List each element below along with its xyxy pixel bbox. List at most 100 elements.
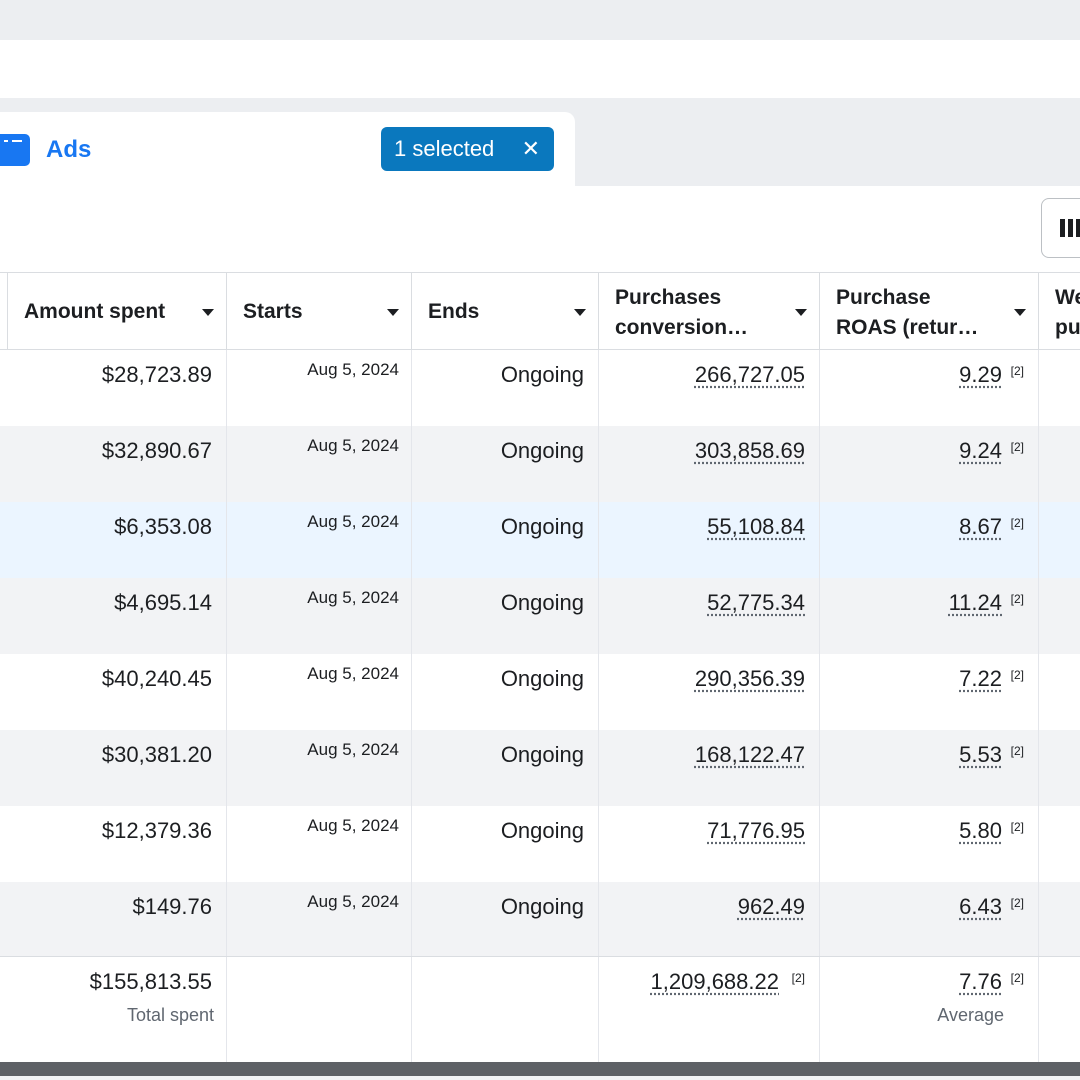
columns-icon-bar [1076, 219, 1080, 237]
total-roas-note: Average [937, 1005, 1004, 1025]
table-row[interactable]: $32,890.67 Aug 5, 2024 Ongoing 303,858.69 9.… [0, 426, 1080, 502]
ends-value: Ongoing [500, 438, 584, 463]
table-row[interactable]: $30,381.20 Aug 5, 2024 Ongoing 168,122.47 5.… [0, 730, 1080, 806]
ends-cell: Ongoing [412, 502, 599, 578]
ends-value: Ongoing [500, 818, 584, 843]
purchases-conversion-value[interactable]: 303,858.69 [694, 438, 805, 463]
starts-cell: Aug 5, 2024 [227, 806, 412, 882]
table-row[interactable]: $4,695.14 Aug 5, 2024 Ongoing 52,775.34 11.2… [0, 578, 1080, 654]
horizontal-scrollbar[interactable] [0, 1062, 1080, 1080]
amount-cell: $28,723.89 [0, 350, 227, 426]
starts-value: Aug 5, 2024 [307, 740, 399, 759]
columns-button[interactable] [1041, 198, 1080, 258]
conversion-cell: 290,356.39 [599, 654, 820, 730]
roas-footnote: [2] [1010, 592, 1024, 606]
column-header-label-line1: Purchases [615, 286, 722, 309]
amount-spent-value: $32,890.67 [101, 438, 212, 463]
top-bar [0, 0, 1080, 40]
total-conversion-cell: 1,209,688.22 [2] [599, 957, 820, 1062]
roas-footnote: [2] [1010, 440, 1024, 454]
purchase-roas-value[interactable]: 9.29 [959, 362, 1002, 387]
roas-cell: 8.67 [2] [820, 502, 1039, 578]
ends-cell: Ongoing [412, 350, 599, 426]
purchase-roas-value[interactable]: 11.24 [948, 590, 1002, 615]
table-row[interactable]: $28,723.89 Aug 5, 2024 Ongoing 266,727.05 9.… [0, 350, 1080, 426]
amount-spent-value: $149.76 [132, 894, 212, 919]
scrollbar-thumb[interactable] [0, 1062, 1080, 1076]
website-purchases-cell [1039, 654, 1080, 730]
ads-tab-icon [0, 134, 30, 166]
roas-footnote: [2] [1010, 516, 1024, 530]
roas-footnote: [2] [1010, 668, 1024, 682]
total-conversion[interactable]: 1,209,688.22 [650, 969, 779, 994]
table-row[interactable]: $149.76 Aug 5, 2024 Ongoing 962.49 6.43 [2] [0, 882, 1080, 958]
column-header-starts[interactable]: Starts [227, 272, 412, 350]
purchases-conversion-value[interactable]: 55,108.84 [707, 514, 805, 539]
columns-icon [1060, 219, 1065, 237]
starts-cell: Aug 5, 2024 [227, 730, 412, 806]
column-header-label-line1: We [1055, 286, 1080, 309]
amount-spent-value: $30,381.20 [101, 742, 212, 767]
total-amount-note: Total spent [126, 1005, 214, 1025]
purchases-conversion-value[interactable]: 71,776.95 [707, 818, 805, 843]
starts-cell: Aug 5, 2024 [227, 502, 412, 578]
roas-cell: 5.80 [2] [820, 806, 1039, 882]
roas-footnote: [2] [1010, 744, 1024, 758]
column-header-website-purchases[interactable]: We pu [1039, 272, 1080, 350]
ends-cell: Ongoing [412, 426, 599, 502]
conversion-cell: 55,108.84 [599, 502, 820, 578]
column-header-purchases-conversion[interactable]: Purchases conversion… [599, 272, 820, 350]
column-header-ends[interactable]: Ends [412, 272, 599, 350]
total-roas-footnote: [2] [1010, 971, 1024, 985]
total-roas[interactable]: 7.76 [959, 969, 1002, 994]
amount-spent-value: $6,353.08 [114, 514, 212, 539]
starts-cell: Aug 5, 2024 [227, 350, 412, 426]
purchases-conversion-value[interactable]: 168,122.47 [694, 742, 805, 767]
roas-cell: 6.43 [2] [820, 882, 1039, 958]
roas-cell: 5.53 [2] [820, 730, 1039, 806]
conversion-cell: 168,122.47 [599, 730, 820, 806]
purchase-roas-value[interactable]: 9.24 [959, 438, 1002, 463]
column-header-label-line2: conversion… [615, 316, 749, 339]
purchase-roas-value[interactable]: 8.67 [959, 514, 1002, 539]
table-row[interactable]: $12,379.36 Aug 5, 2024 Ongoing 71,776.95 5.8… [0, 806, 1080, 882]
purchase-roas-value[interactable]: 5.80 [959, 818, 1002, 843]
amount-cell: $149.76 [0, 882, 227, 958]
clear-selection-icon[interactable]: ✕ [521, 136, 540, 161]
table-row[interactable]: $6,353.08 Aug 5, 2024 Ongoing 55,108.84 8.67… [0, 502, 1080, 578]
purchases-conversion-value[interactable]: 266,727.05 [694, 362, 805, 387]
table-row[interactable]: $40,240.45 Aug 5, 2024 Ongoing 290,356.39 7.… [0, 654, 1080, 730]
website-purchases-cell [1039, 882, 1080, 958]
amount-cell: $32,890.67 [0, 426, 227, 502]
tab-ads-label: Ads [46, 136, 92, 163]
purchases-conversion-value[interactable]: 290,356.39 [694, 666, 805, 691]
selection-chip[interactable]: 1 selected ✕ [381, 127, 554, 171]
amount-spent-value: $28,723.89 [101, 362, 212, 387]
roas-cell: 11.24 [2] [820, 578, 1039, 654]
conversion-cell: 266,727.05 [599, 350, 820, 426]
purchase-roas-value[interactable]: 5.53 [959, 742, 1002, 767]
column-header-purchase-roas[interactable]: Purchase ROAS (retur… [820, 272, 1039, 350]
purchase-roas-value[interactable]: 6.43 [959, 894, 1002, 919]
purchases-conversion-value[interactable]: 962.49 [737, 894, 805, 919]
website-purchases-cell [1039, 502, 1080, 578]
column-header-name[interactable] [0, 272, 8, 350]
conversion-cell: 962.49 [599, 882, 820, 958]
website-purchases-cell [1039, 806, 1080, 882]
roas-footnote: [2] [1010, 820, 1024, 834]
ends-cell: Ongoing [412, 806, 599, 882]
conversion-cell: 303,858.69 [599, 426, 820, 502]
purchases-conversion-value[interactable]: 52,775.34 [707, 590, 805, 615]
ends-cell: Ongoing [412, 882, 599, 958]
column-header-label: Starts [243, 300, 303, 323]
purchase-roas-value[interactable]: 7.22 [959, 666, 1002, 691]
tab-ads[interactable]: Ads 1 selected ✕ [0, 112, 575, 192]
starts-value: Aug 5, 2024 [307, 436, 399, 455]
ends-value: Ongoing [500, 894, 584, 919]
column-header-amount-spent[interactable]: Amount spent [8, 272, 227, 350]
conversion-cell: 71,776.95 [599, 806, 820, 882]
amount-spent-value: $12,379.36 [101, 818, 212, 843]
sort-caret-icon [795, 309, 807, 316]
ads-table: Amount spent Starts Ends Purchases conve… [0, 272, 1080, 1062]
starts-cell: Aug 5, 2024 [227, 882, 412, 958]
